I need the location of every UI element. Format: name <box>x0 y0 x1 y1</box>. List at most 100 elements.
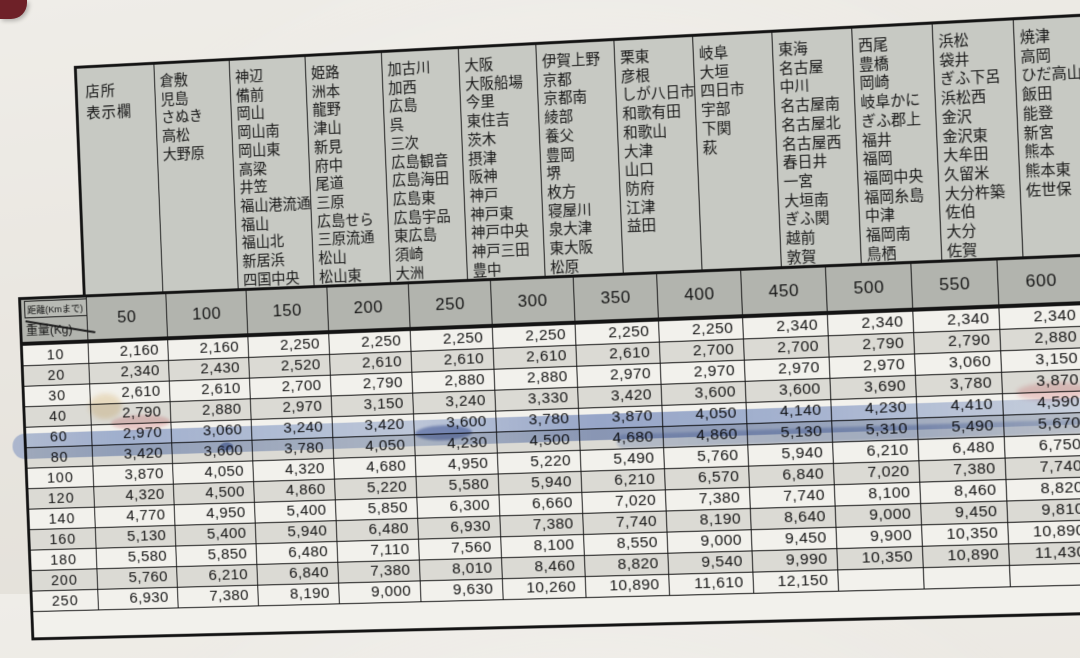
fare-cell: 7,380 <box>176 585 258 608</box>
fare-cell: 4,950 <box>173 502 255 525</box>
fare-cell: 2,250 <box>328 331 411 354</box>
fare-cell: 7,380 <box>918 458 1006 482</box>
fare-cell: 7,740 <box>748 485 835 509</box>
station-name: 大野原 <box>162 145 206 164</box>
weight-label-cell: 10 <box>46 345 65 364</box>
station-name: 新宮 <box>1023 124 1055 143</box>
distance-header-cell: 450 <box>740 267 827 315</box>
fare-cell: 9,000 <box>338 581 421 604</box>
fare-cell: 8,820 <box>1005 477 1080 501</box>
weight-label-cell: 200 <box>50 571 79 589</box>
fare-cell: 6,840 <box>256 562 339 585</box>
fare-cell: 3,600 <box>744 378 831 403</box>
fare-cell: 7,380 <box>499 513 583 537</box>
station-column: 岐阜 大垣 四日市 宇部 下関萩 <box>692 32 781 270</box>
distance-header-cell: 350 <box>572 274 658 321</box>
fare-cell: 6,480 <box>917 437 1005 461</box>
distance-header-cell: 100 <box>165 290 248 337</box>
fare-cell <box>922 565 1010 589</box>
fare-cell: 6,210 <box>832 439 919 463</box>
station-column: 東海 名古屋 中川 名古屋南 名古屋北 名古屋西 春日井 一宮 大垣南 ぎふ関 越前 敦賀 <box>771 28 861 267</box>
fare-cell: 8,010 <box>418 558 502 581</box>
fare-cell: 2,250 <box>658 318 743 342</box>
weight-label-cell: 20 <box>47 366 66 384</box>
fare-cell: 6,840 <box>748 463 834 487</box>
fare-cell: 8,820 <box>583 553 669 577</box>
fare-cell: 6,930 <box>417 516 501 539</box>
fare-cell: 4,050 <box>172 461 254 484</box>
fare-cell: 3,690 <box>829 375 916 400</box>
fare-cell: 2,250 <box>409 327 493 351</box>
fare-cell: 8,190 <box>665 509 751 532</box>
fare-cell: 3,240 <box>412 390 496 414</box>
station-name: 益田 <box>626 218 657 236</box>
fare-cell: 7,380 <box>337 560 420 583</box>
station-name: 熊本 <box>1024 143 1056 162</box>
fare-cell: 2,340 <box>88 360 169 384</box>
fare-cell: 5,850 <box>334 497 418 521</box>
fare-cell: 10,890 <box>921 544 1009 568</box>
fare-cell: 5,580 <box>95 546 177 569</box>
fare-cell: 7,740 <box>1004 455 1080 480</box>
distance-header-cell: 600 <box>996 256 1080 305</box>
distance-header-cell: 150 <box>245 287 329 334</box>
fare-cell: 2,250 <box>491 324 576 348</box>
distance-header-cell: 50 <box>85 294 168 340</box>
fare-cell: 6,210 <box>580 469 665 492</box>
fare-cell: 5,490 <box>579 448 664 471</box>
fare-cell: 8,550 <box>583 532 668 556</box>
fare-cell: 8,100 <box>833 482 921 506</box>
fare-cell: 5,940 <box>747 442 833 466</box>
fare-cell: 2,250 <box>247 334 330 357</box>
fare-cell: 9,000 <box>666 530 752 553</box>
fare-cell: 4,320 <box>93 484 174 507</box>
fare-cell: 2,520 <box>248 354 330 378</box>
fare-cell: 6,570 <box>663 466 749 490</box>
station-column: 伊賀上野 京都 京都南 綾部 養父 豊岡堺枚方 寝屋川 泉大津 東大阪 松原 <box>535 41 623 276</box>
weight-label-cell: 30 <box>47 386 67 404</box>
fare-cell: 3,600 <box>660 381 746 405</box>
fare-cell: 5,220 <box>496 450 581 474</box>
fare-cell: 7,380 <box>664 487 750 511</box>
fare-cell: 3,330 <box>494 387 578 411</box>
fare-cell: 12,150 <box>752 570 839 593</box>
fare-cell: 3,150 <box>330 393 413 417</box>
weight-label-cell: 40 <box>48 407 68 425</box>
fare-cell: 6,750 <box>1003 434 1080 458</box>
fare-cell: 8,460 <box>919 480 1007 504</box>
fare-cell: 4,860 <box>253 479 335 502</box>
station-column: 焼津 高岡 ひだ高山 飯田 能登 新宮 熊本 熊本東 佐世保 <box>1012 16 1080 257</box>
fare-cell: 6,480 <box>335 518 418 541</box>
fare-cell: 6,480 <box>255 541 338 564</box>
station-column: 栗東 彦根 しが八日市 和歌有田 和歌山 大津 山口 防府 江津 益田 <box>613 36 702 273</box>
weight-label-cell: 100 <box>46 468 75 487</box>
fare-cell: 7,110 <box>336 539 419 562</box>
fare-cell: 2,970 <box>659 360 745 384</box>
fare-cell: 11,610 <box>668 572 754 595</box>
weight-label-cell: 250 <box>51 591 79 610</box>
fare-cell: 4,320 <box>252 458 334 482</box>
station-name: 飯田 <box>1021 86 1053 104</box>
fare-cell: 8,100 <box>500 534 584 558</box>
fare-cell: 5,760 <box>96 567 177 589</box>
fare-cell: 5,940 <box>497 471 582 495</box>
fare-cell <box>1008 563 1080 587</box>
fare-cell: 3,150 <box>1000 348 1080 372</box>
distance-header-cell: 300 <box>489 277 575 324</box>
distance-header-cell: 250 <box>407 281 492 328</box>
fare-cell: 4,950 <box>414 453 498 477</box>
station-name: 佐世保 <box>1025 181 1072 200</box>
station-column: 大阪 大阪船場 今里 東住吉 茨木 摂津 阪神 神戸 神戸東 神戸中央 神戸三田 豊中 <box>457 45 545 279</box>
fare-cell: 5,400 <box>174 523 256 546</box>
distance-axis-label: 距離(Kmまで) <box>23 298 88 319</box>
fare-cell: 2,970 <box>828 354 915 378</box>
station-column: 浜松 袋井 ぎふ下呂 浜松西 金沢 金沢東 大牟田 久留米 大分杵築 佐伯 大分 佐賀 <box>931 20 1023 260</box>
fare-cell: 7,020 <box>832 461 920 485</box>
station-name: 能登 <box>1022 105 1054 124</box>
fare-cell: 2,790 <box>913 329 1001 354</box>
fare-cell: 9,540 <box>667 551 753 574</box>
fare-cell: 2,610 <box>492 345 577 369</box>
station-name: 熊本東 <box>1024 161 1072 181</box>
fare-cell: 8,640 <box>749 506 836 530</box>
fare-cell: 6,210 <box>176 564 258 587</box>
